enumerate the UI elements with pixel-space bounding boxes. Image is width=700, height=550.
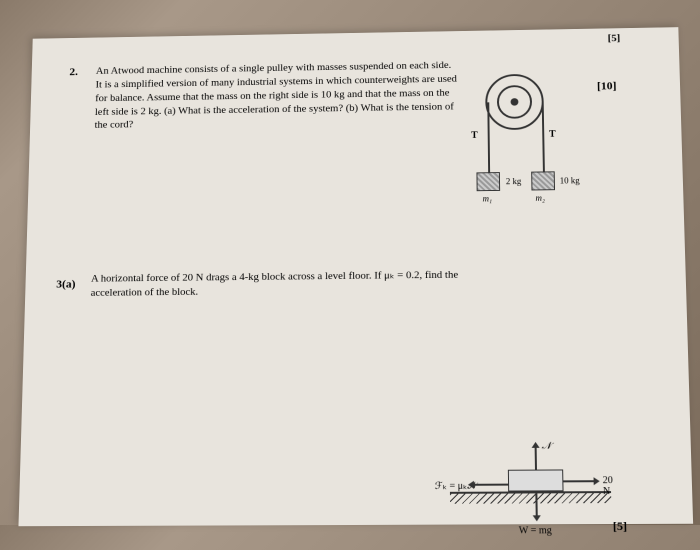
problem-3a: 3(a) A horizontal force of 20 N drags a … <box>64 266 647 300</box>
mass-box-left <box>476 172 500 191</box>
mass-box-right <box>531 171 555 190</box>
paper-sheet: [5] 2. An Atwood machine consists of a s… <box>18 27 693 526</box>
mass-value-left: 2 kg <box>506 176 522 186</box>
weight-label: W = mg <box>519 525 552 536</box>
top-header-mark: [5] <box>608 33 621 44</box>
problem-2: 2. An Atwood machine consists of a singl… <box>68 55 642 133</box>
mass-symbol-left: m₁ <box>483 194 493 204</box>
friction-arrowhead-icon <box>468 481 474 489</box>
normal-arrowhead-icon <box>532 442 540 448</box>
mass-symbol-right: m₂ <box>535 193 545 203</box>
problem-2-marks: [10] <box>597 79 617 93</box>
floor-hatching <box>450 493 611 504</box>
normal-label: 𝒩 <box>542 441 552 452</box>
problem-2-number: 2. <box>69 65 78 79</box>
problem-3a-number: 3(a) <box>56 277 76 291</box>
force-arrow-line <box>563 480 595 482</box>
pulley-center-dot <box>511 98 519 106</box>
weight-arrowhead-icon <box>533 516 541 522</box>
block-diagram: 𝒩 ℱₖ = μₖ𝒩 20 N W = mg <box>420 444 613 549</box>
problem-3a-text: A horizontal force of 20 N drags a 4-kg … <box>91 268 481 300</box>
block-box <box>508 470 564 492</box>
force-label: 20 N <box>603 475 614 497</box>
force-arrowhead-icon <box>594 477 600 485</box>
tension-label-left: T <box>471 130 478 140</box>
atwood-diagram: T T 2 kg 10 kg m₁ m₂ <box>437 73 596 244</box>
tension-label-right: T <box>549 129 556 139</box>
problem-3a-marks: [5] <box>613 519 628 534</box>
string-right <box>542 101 545 171</box>
problem-2-text: An Atwood machine consists of a single p… <box>94 59 459 133</box>
friction-arrow-line <box>470 484 508 486</box>
mass-value-right: 10 kg <box>560 176 580 186</box>
